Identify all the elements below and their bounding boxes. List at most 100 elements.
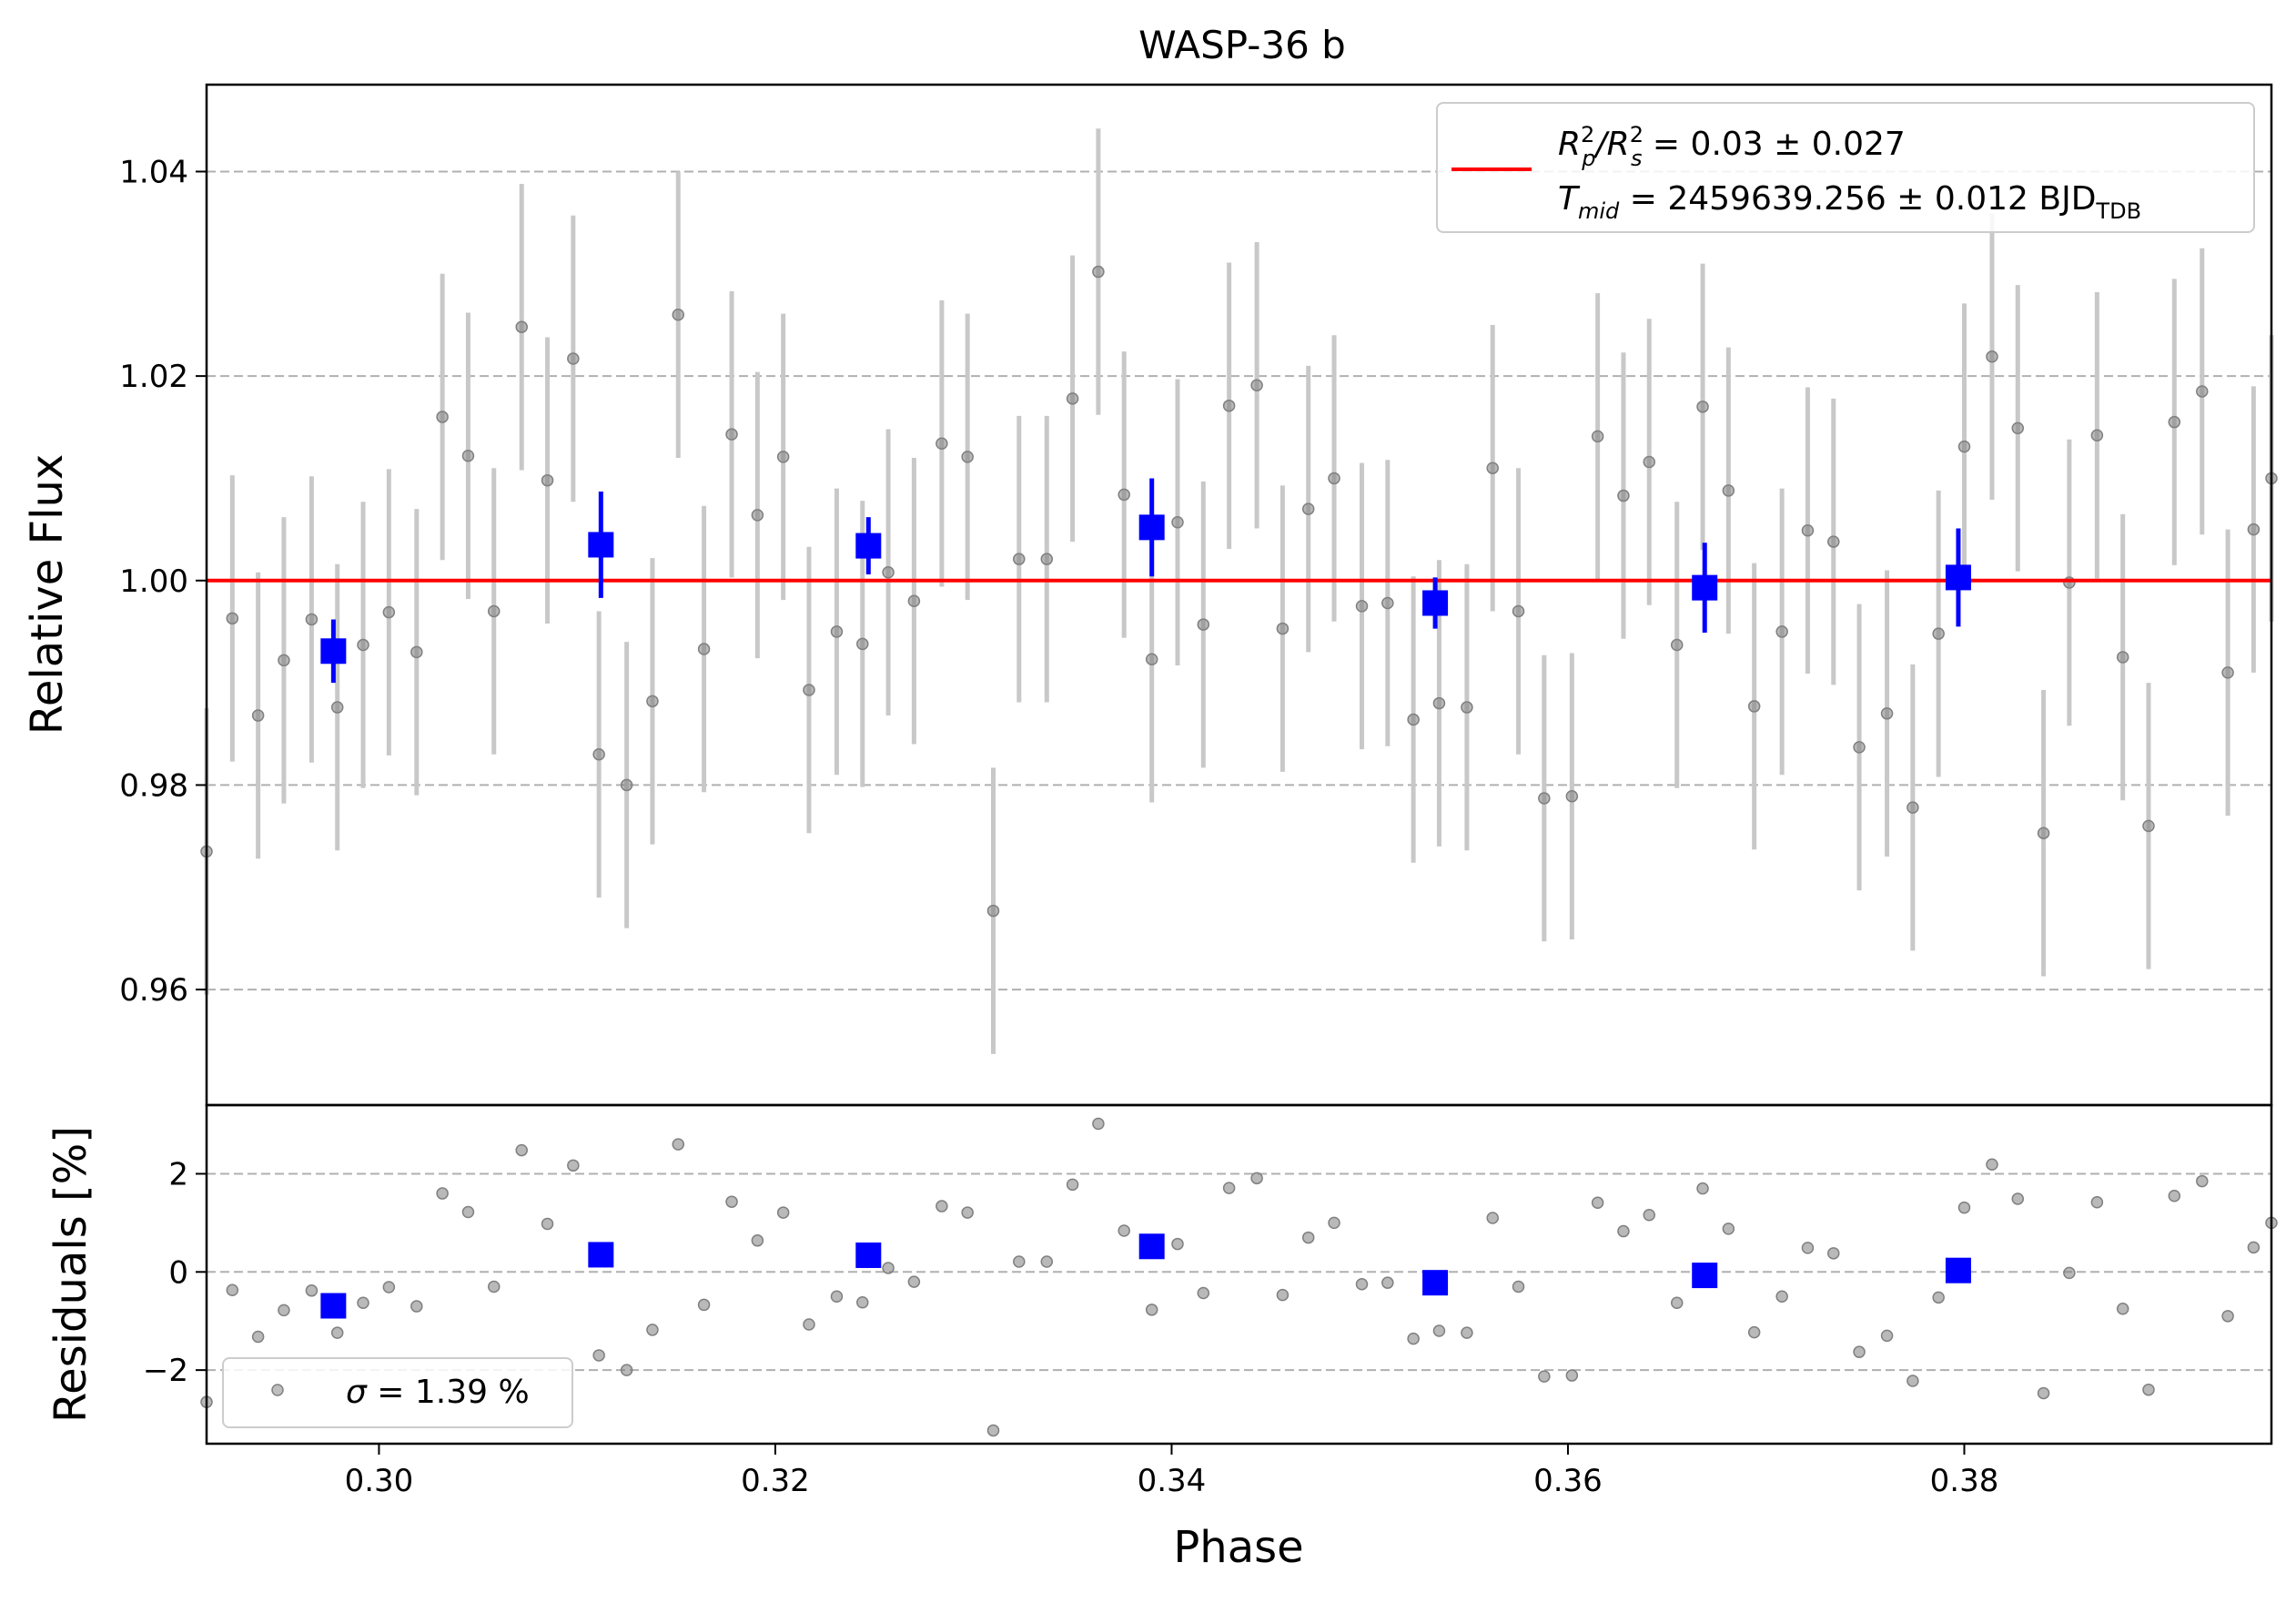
residual-point <box>2247 1241 2261 1254</box>
top-y-tick-label: 1.00 <box>119 563 188 600</box>
x-tick-label: 0.30 <box>345 1463 414 1499</box>
raw-point <box>830 625 844 638</box>
top-panel-raw-points <box>200 265 2278 918</box>
raw-point <box>1276 622 1290 635</box>
raw-point <box>2168 415 2181 429</box>
residual-point <box>646 1324 659 1336</box>
residual-point <box>882 1262 895 1274</box>
residual-point <box>803 1318 815 1331</box>
legend-sigma: σ = 1.39 % <box>346 1374 530 1411</box>
residual-point <box>1276 1288 1290 1302</box>
binned-residual <box>1138 1233 1165 1260</box>
x-tick-label: 0.38 <box>1930 1463 1999 1499</box>
legend-tmid: Tmid = 2459639.256 ± 0.012 BJDTDB <box>1558 180 2141 224</box>
legend-r-sub-s: s <box>1631 146 1643 171</box>
residual-point <box>1538 1370 1551 1383</box>
raw-point <box>2037 827 2050 839</box>
raw-point <box>1538 792 1551 805</box>
raw-point <box>1775 625 1788 638</box>
raw-point <box>1013 553 1026 565</box>
residual-point <box>2168 1189 2181 1202</box>
raw-point <box>515 320 528 333</box>
binned-point <box>588 532 614 558</box>
raw-point <box>592 747 605 761</box>
legend-t-sub: mid <box>1578 198 1620 224</box>
legend-sigma-value: = 1.39 % <box>367 1374 530 1411</box>
residual-point <box>1932 1291 1945 1304</box>
x-axis-label: Phase <box>1173 1522 1303 1573</box>
raw-point <box>1957 440 1971 453</box>
raw-point <box>776 451 790 463</box>
residual-point <box>2090 1195 2104 1209</box>
bottom-y-tick-label: 0 <box>168 1254 188 1291</box>
raw-point <box>410 645 423 659</box>
raw-point <box>672 308 685 321</box>
legend-radius-value: = 0.03 ± 0.027 <box>1642 126 1905 163</box>
raw-point <box>567 352 580 365</box>
residual-point <box>1013 1255 1026 1268</box>
bottom-legend-box <box>222 1357 573 1428</box>
residual-point <box>1407 1332 1420 1345</box>
residual-point <box>1880 1329 1894 1343</box>
residual-point <box>2116 1302 2129 1315</box>
residual-point <box>1066 1178 1079 1192</box>
raw-point <box>986 904 1000 918</box>
raw-point <box>305 613 319 626</box>
raw-point <box>751 509 764 522</box>
binned-residual <box>855 1242 882 1268</box>
raw-point <box>1355 600 1369 613</box>
legend-tmid-value: = 2459639.256 ± 0.012 BJD <box>1619 180 2096 218</box>
legend-r-sub-p: p <box>1581 146 1595 171</box>
residual-point <box>1092 1117 1105 1131</box>
residual-point <box>2037 1386 2050 1400</box>
raw-point <box>907 594 921 607</box>
residual-point <box>2011 1192 2025 1205</box>
raw-point <box>1643 455 1656 469</box>
bottom-panel-frame <box>205 1103 2273 1446</box>
binned-point <box>1945 564 1971 591</box>
residual-point <box>907 1275 921 1288</box>
residual-point <box>1747 1325 1761 1339</box>
residual-point <box>357 1296 369 1310</box>
raw-point <box>1197 618 1210 631</box>
residual-point <box>1145 1304 1158 1316</box>
residual-point <box>961 1206 974 1219</box>
bottom-panel-binned-residuals <box>320 1233 1971 1319</box>
bottom-y-axis-label: Residuals [%] <box>46 1126 96 1423</box>
raw-point <box>1301 502 1315 515</box>
raw-point <box>2196 385 2209 398</box>
binned-point <box>320 638 347 665</box>
legend-t-symbol: T <box>1558 180 1581 218</box>
residual-point <box>1432 1324 1446 1337</box>
top-legend-box <box>1436 102 2255 233</box>
legend-r-symbol: R <box>1558 126 1581 163</box>
residual-point <box>1907 1375 1919 1387</box>
residual-point <box>1461 1326 1473 1339</box>
residual-point <box>1801 1242 1815 1254</box>
raw-point <box>278 654 290 667</box>
raw-point <box>2247 522 2261 536</box>
residual-point <box>1486 1212 1499 1224</box>
raw-point <box>1118 488 1130 502</box>
residual-point <box>410 1300 423 1313</box>
residual-point <box>830 1290 844 1304</box>
residual-point <box>986 1424 1000 1437</box>
residual-point <box>1250 1172 1263 1185</box>
residual-point <box>305 1284 319 1297</box>
residual-point <box>1986 1158 1998 1171</box>
residual-point <box>856 1295 869 1309</box>
raw-point <box>1432 696 1446 710</box>
residual-point <box>592 1349 605 1362</box>
residual-point <box>1775 1290 1788 1304</box>
raw-point <box>2090 429 2104 442</box>
residual-point <box>251 1330 265 1344</box>
bottom-panel-x-ticks: 0.30 0.32 0.34 0.36 0.38 <box>345 1444 1999 1499</box>
raw-point <box>2116 651 2129 664</box>
top-y-tick-label: 0.98 <box>119 767 188 804</box>
raw-point <box>1486 462 1499 474</box>
raw-point <box>1145 653 1158 666</box>
binned-residual <box>1945 1257 1971 1283</box>
raw-point <box>1040 553 1054 565</box>
raw-point <box>725 428 738 441</box>
top-panel-frame <box>205 83 2273 1107</box>
